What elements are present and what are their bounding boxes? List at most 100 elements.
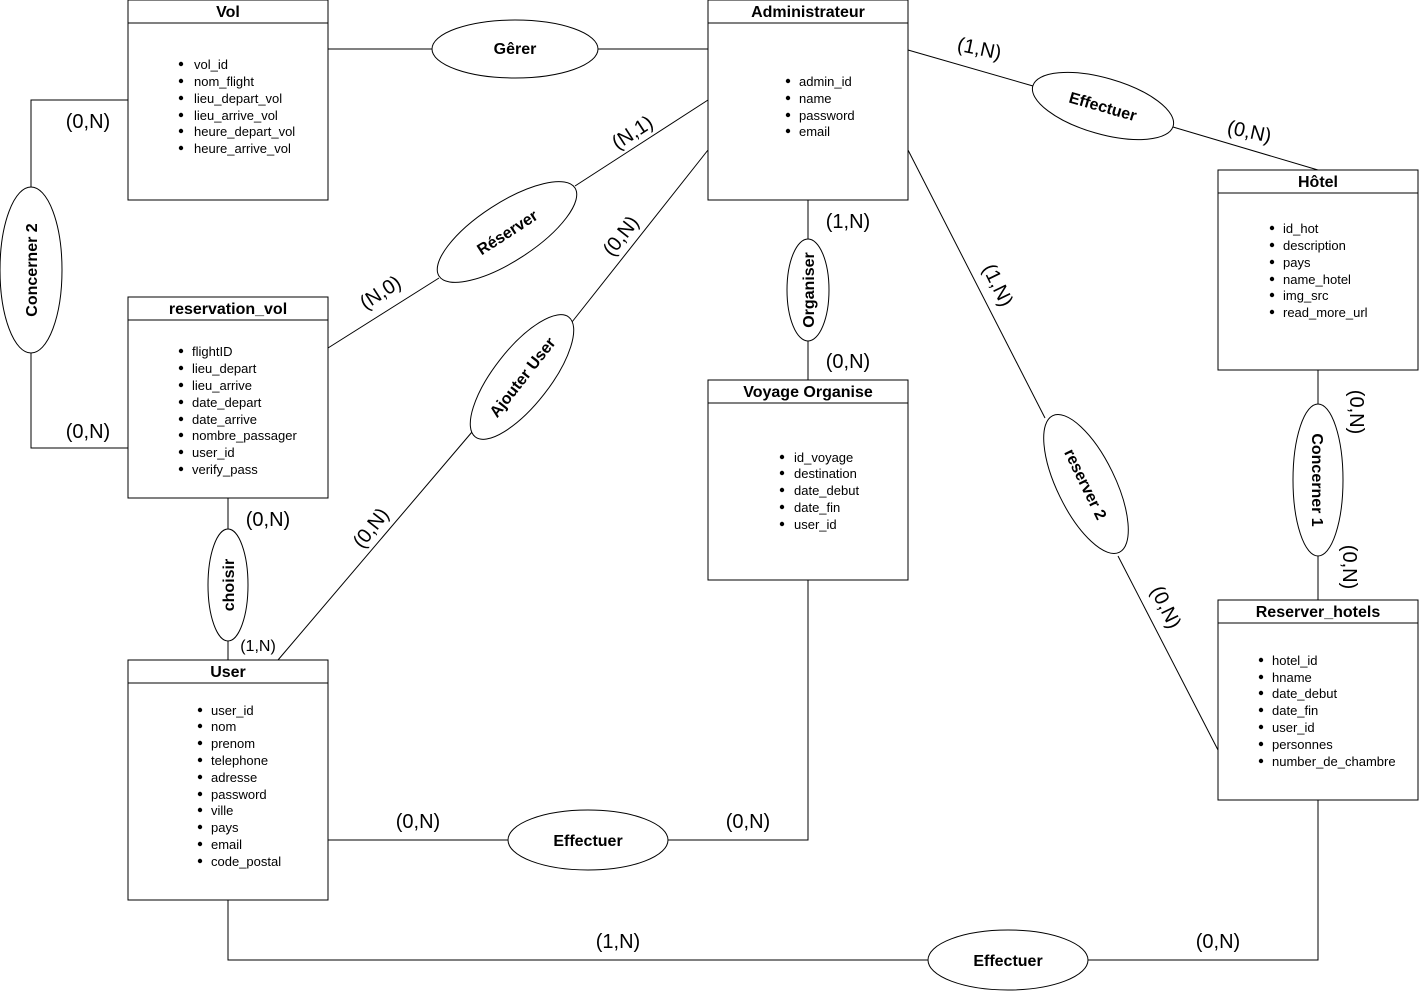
attribute: verify_pass <box>192 462 258 477</box>
attribute: admin_id <box>799 74 852 89</box>
relationship-choisir[interactable]: choisir <box>207 528 249 642</box>
cardinality-admin-reserver: (N,1) <box>608 112 657 155</box>
attribute: heure_depart_vol <box>194 124 295 139</box>
attribute: adresse <box>211 770 257 785</box>
attribute-list: admin_id name password email <box>785 74 855 139</box>
attribute: pays <box>211 820 239 835</box>
relationship-label: Organiser <box>801 252 818 328</box>
attribute: code_postal <box>211 854 281 869</box>
attribute: email <box>211 837 242 852</box>
line-eff-user-hotels-left <box>227 900 928 961</box>
attribute-list: id_voyage destination date_debut date_fi… <box>779 450 859 532</box>
relationship-label: Effectuer <box>973 953 1042 970</box>
attribute: date_fin <box>794 500 840 515</box>
entity-title: Reserver_hotels <box>1256 604 1381 621</box>
entity-reserver-hotels[interactable]: Reserver_hotels hotel_id hname date_debu… <box>1217 599 1419 801</box>
entity-user[interactable]: User user_id nom prenom telephone adress… <box>127 659 329 901</box>
cardinality-user-choisir: (1,N) <box>240 638 276 655</box>
cardinality-voyage-organiser: (0,N) <box>826 351 870 373</box>
line-eff-user-hotels-right <box>1088 800 1319 961</box>
cardinality-voyage-eff-user: (0,N) <box>726 811 770 833</box>
attribute: user_id <box>192 445 235 460</box>
line-concerner2-resa <box>30 350 128 449</box>
attribute: email <box>799 124 830 139</box>
attribute: nom_flight <box>194 74 254 89</box>
attribute: hotel_id <box>1272 653 1318 668</box>
attribute: ville <box>211 803 233 818</box>
cardinality-user-eff-hotels: (1,N) <box>596 931 640 953</box>
relationship-effectuer-admin-hotel[interactable]: Effectuer <box>1025 59 1181 153</box>
entity-vol[interactable]: Vol vol_id nom_flight lieu_depart_vol li… <box>127 0 329 201</box>
line-reserver2-admin <box>907 149 1046 419</box>
cardinality-admin-ajouter: (0,N) <box>599 212 644 261</box>
cardinality-hotel-concerner1: (0,N) <box>1345 390 1367 434</box>
entity-hotel[interactable]: Hôtel id_hot description pays name_hotel… <box>1217 169 1419 371</box>
relationship-label: choisir <box>221 559 238 611</box>
relationship-reserver[interactable]: Réserver <box>423 164 590 301</box>
relationship-ajouter-user[interactable]: Ajouter User <box>453 300 591 454</box>
line-reserver-resa <box>327 277 440 349</box>
attribute: flightID <box>192 344 232 359</box>
entity-reservation-vol[interactable]: reservation_vol flightID lieu_depart lie… <box>127 296 329 499</box>
relationship-gerer[interactable]: Gêrer <box>431 19 599 79</box>
cardinality-hotels-concerner1: (0,N) <box>1338 545 1360 589</box>
relationship-reserver-2[interactable]: reserver 2 <box>1027 403 1146 565</box>
relationship-organiser[interactable]: Organiser <box>786 238 830 342</box>
entity-title: Administrateur <box>751 4 865 21</box>
attribute: pays <box>1283 255 1311 270</box>
cardinality-concerner2-resa: (0,N) <box>66 421 110 443</box>
relationship-label: Effectuer <box>553 833 622 850</box>
attribute: nombre_passager <box>192 428 297 443</box>
attribute: lieu_arrive <box>192 378 252 393</box>
relationship-effectuer-user-hotels[interactable]: Effectuer <box>927 929 1089 991</box>
attribute-list: vol_id nom_flight lieu_depart_vol lieu_a… <box>178 57 295 156</box>
attribute: date_debut <box>1272 686 1337 701</box>
line-effectuer-hotel <box>1172 126 1319 171</box>
attribute: read_more_url <box>1283 305 1368 320</box>
cardinality-admin-reserver2: (1,N) <box>978 261 1017 311</box>
relationship-label: Gêrer <box>494 41 537 58</box>
line-ajouter-admin <box>571 149 709 323</box>
line-reserver-admin <box>574 99 709 187</box>
entity-administrateur[interactable]: Administrateur admin_id name password em… <box>707 0 909 201</box>
cardinality-hotels-reserver2: (0,N) <box>1146 583 1185 633</box>
attribute: img_src <box>1283 288 1329 303</box>
attribute: password <box>211 787 267 802</box>
cardinality-admin-organiser: (1,N) <box>826 211 870 233</box>
entity-voyage-organise[interactable]: Voyage Organise id_voyage destination da… <box>707 379 909 581</box>
attribute-list: id_hot description pays name_hotel img_s… <box>1269 221 1368 320</box>
relationship-effectuer-user-voyage[interactable]: Effectuer <box>507 809 669 871</box>
cardinality-concerner2-vol: (0,N) <box>66 111 110 133</box>
cardinality-resa-choisir: (0,N) <box>246 509 290 531</box>
attribute: number_de_chambre <box>1272 754 1396 769</box>
attribute: destination <box>794 466 857 481</box>
attribute: lieu_depart <box>192 361 257 376</box>
attribute: name <box>799 91 832 106</box>
attribute-list: user_id nom prenom telephone adresse pas… <box>197 703 281 869</box>
attribute: prenom <box>211 736 255 751</box>
line-reserver2-hotels <box>1117 555 1219 751</box>
relationship-label: Concerner 2 <box>24 223 41 316</box>
attribute: id_hot <box>1283 221 1319 236</box>
attribute-list: flightID lieu_depart lieu_arrive date_de… <box>178 344 297 477</box>
entity-title: Voyage Organise <box>743 384 873 401</box>
entity-title: reservation_vol <box>169 301 287 318</box>
relationship-label: Concerner 1 <box>1308 433 1325 526</box>
attribute: date_arrive <box>192 412 257 427</box>
relationship-concerner-2[interactable]: Concerner 2 <box>0 186 63 354</box>
attribute: user_id <box>1272 720 1315 735</box>
attribute: password <box>799 108 855 123</box>
attribute: name_hotel <box>1283 272 1351 287</box>
line-concerner2-vol <box>30 99 128 190</box>
entity-title: Hôtel <box>1298 174 1338 191</box>
line-ajouter-user <box>277 431 473 661</box>
cardinality-hotels-eff-user: (0,N) <box>1196 931 1240 953</box>
line-effectuer-admin <box>907 49 1034 87</box>
line-eff-user-voyage-right <box>668 580 809 841</box>
attribute: heure_arrive_vol <box>194 141 291 156</box>
attribute: date_depart <box>192 395 262 410</box>
relationship-concerner-1[interactable]: Concerner 1 <box>1292 403 1344 557</box>
entity-title: Vol <box>216 4 240 21</box>
attribute: hname <box>1272 670 1312 685</box>
